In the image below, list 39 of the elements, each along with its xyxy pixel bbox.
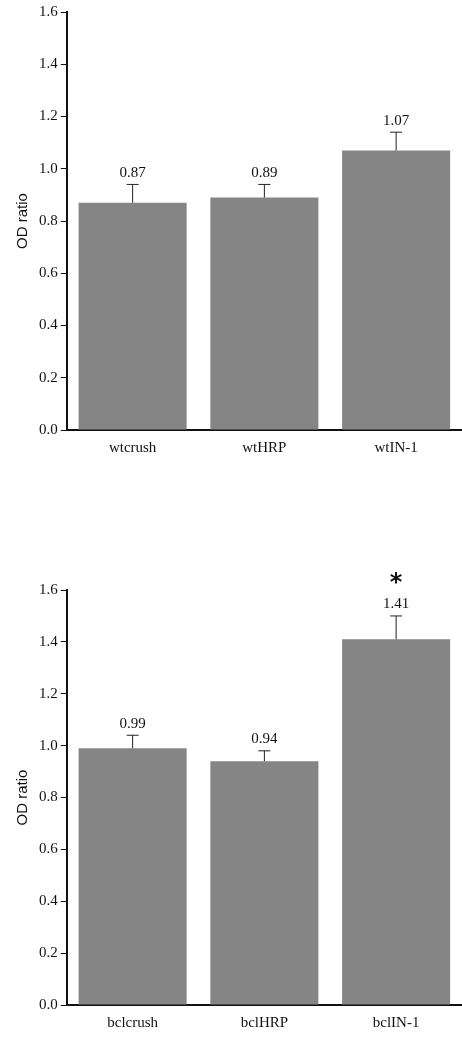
y-tick-label: 0.6	[39, 840, 59, 857]
bar	[78, 748, 187, 1005]
x-tick-label: wtcrush	[108, 438, 157, 455]
y-tick-label: 0.0	[39, 995, 58, 1012]
bar	[342, 639, 451, 1005]
data-label: 1.41	[383, 595, 410, 612]
x-tick-label: wtIN-1	[374, 438, 418, 455]
y-tick-label: 0.4	[39, 316, 59, 333]
y-tick-label: 1.2	[39, 684, 58, 701]
data-label: 0.89	[251, 163, 278, 180]
bar	[210, 761, 319, 1005]
y-tick-label: 0.2	[39, 368, 58, 385]
data-label: 1.07	[383, 111, 410, 128]
y-tick-label: 1.6	[39, 580, 59, 597]
y-tick-label: 0.8	[39, 211, 58, 228]
annotation: *	[389, 568, 403, 597]
y-tick-label: 0.2	[39, 944, 58, 961]
x-tick-label: bclHRP	[240, 1013, 289, 1030]
y-tick-label: 0.6	[39, 264, 59, 281]
data-label: 0.94	[251, 730, 278, 747]
bar	[210, 197, 319, 430]
y-tick-label: 1.4	[39, 55, 59, 72]
y-tick-label: 0.8	[39, 788, 58, 805]
x-tick-label: bclIN-1	[372, 1013, 420, 1030]
data-label: 0.99	[119, 714, 146, 731]
y-tick-label: 1.2	[39, 107, 58, 124]
y-tick-label: 1.0	[39, 736, 58, 753]
y-tick-label: 1.4	[39, 632, 59, 649]
x-tick-label: bclcrush	[107, 1013, 159, 1030]
y-tick-label: 0.0	[39, 420, 58, 437]
data-label: 0.87	[119, 163, 147, 180]
bar	[342, 150, 451, 430]
y-axis-title: OD ratio	[13, 769, 31, 826]
y-tick-label: 0.4	[39, 892, 59, 909]
y-tick-label: 1.6	[39, 2, 59, 19]
y-axis-title: OD ratio	[13, 193, 31, 249]
x-tick-label: wtHRP	[242, 438, 287, 455]
y-tick-label: 1.0	[39, 159, 58, 176]
bar	[78, 202, 187, 430]
